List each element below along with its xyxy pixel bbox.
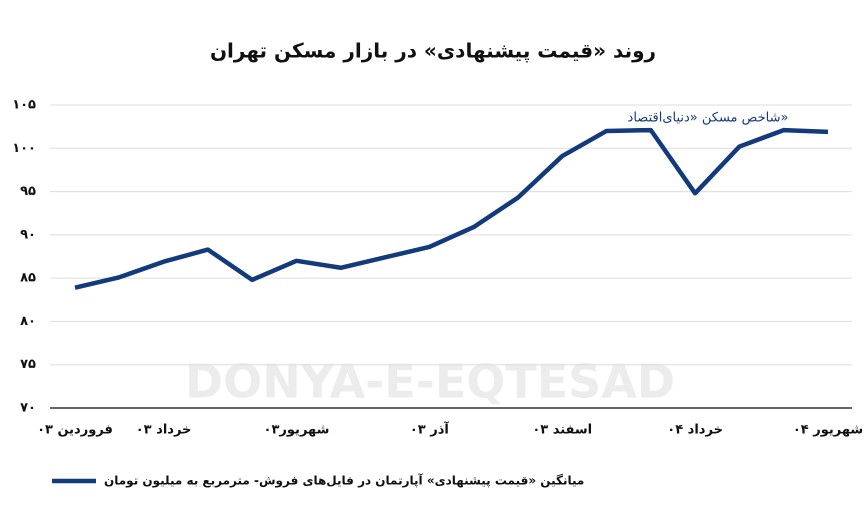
y-tick-label: ۷۵: [20, 357, 36, 372]
watermark: DONYA-E-EQTESAD: [185, 355, 675, 409]
x-tick-label: خرداد ۰۳: [136, 423, 192, 438]
x-tick-label: فروردین ۰۳: [37, 423, 113, 438]
y-tick-label: ۱۰۰: [12, 141, 36, 156]
x-tick-label: شهریور۰۳: [264, 423, 330, 438]
legend-label: میانگین «قیمت پیشنهادی» آپارتمان در فایل…: [104, 473, 584, 489]
y-tick-label: ۸۵: [20, 271, 36, 286]
x-tick-label: اسفند ۰۳: [532, 423, 592, 438]
chart-title: روند «قیمت پیشنهادی» در بازار مسکن تهران: [210, 39, 656, 64]
x-tick-label: آذر ۰۳: [410, 421, 450, 438]
y-tick-label: ۱۰۵: [12, 98, 36, 113]
series-line: [74, 127, 829, 290]
y-tick-label: ۸۰: [20, 314, 36, 329]
x-tick-label: شهریور ۰۴: [793, 423, 863, 438]
y-tick-label: ۷۰: [20, 401, 36, 416]
y-tick-label: ۹۵: [20, 184, 36, 199]
annotation: شاخص مسکن «دنیای‌اقتصاد»: [628, 111, 789, 126]
y-tick-label: ۹۰: [20, 227, 36, 242]
x-tick-label: خرداد ۰۴: [667, 423, 723, 438]
